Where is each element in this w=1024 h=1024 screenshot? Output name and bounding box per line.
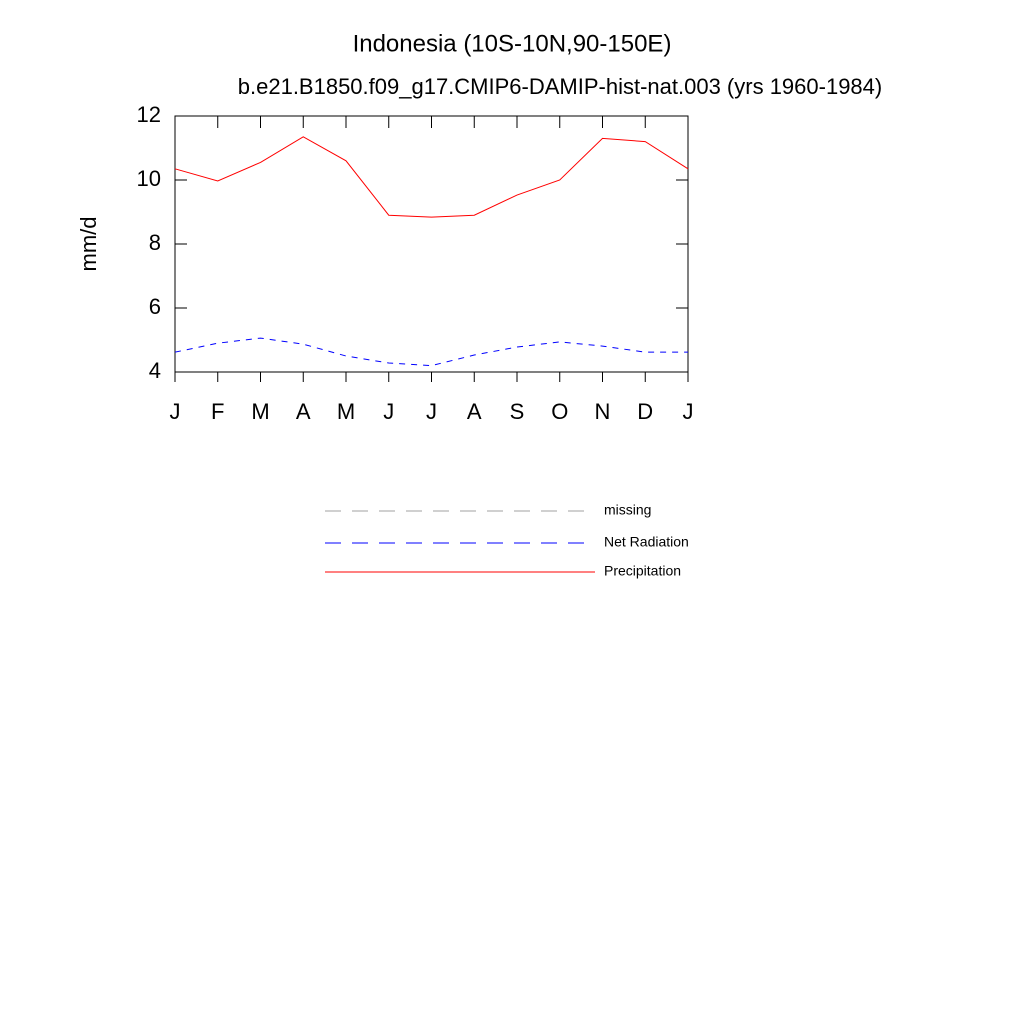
plot-frame	[174, 115, 689, 373]
x-tick-label: A	[296, 399, 311, 424]
x-tick-label: F	[211, 399, 224, 424]
x-tick-label: O	[551, 399, 568, 424]
chart-subtitle: b.e21.B1850.f09_g17.CMIP6-DAMIP-hist-nat…	[238, 74, 882, 99]
y-axis-label: mm/d	[76, 217, 101, 272]
y-tick-label: 4	[149, 358, 161, 383]
y-tick-label: 6	[149, 294, 161, 319]
y-tick-label: 12	[137, 102, 161, 127]
x-tick-label: J	[683, 399, 694, 424]
legend-label: Net Radiation	[604, 534, 689, 550]
legend-label: Precipitation	[604, 563, 681, 579]
x-tick-label: J	[170, 399, 181, 424]
x-tick-label: M	[251, 399, 269, 424]
series-line	[174, 136, 689, 218]
x-tick-label: J	[426, 399, 437, 424]
y-tick-label: 8	[149, 230, 161, 255]
y-tick-label: 10	[137, 166, 161, 191]
x-tick-label: D	[637, 399, 653, 424]
legend-label: missing	[604, 502, 651, 518]
series-line	[174, 337, 688, 367]
x-tick-label: M	[337, 399, 355, 424]
x-tick-label: A	[467, 399, 482, 424]
x-tick-label: N	[595, 399, 611, 424]
x-tick-label: S	[510, 399, 525, 424]
x-tick-label: J	[383, 399, 394, 424]
chart-title: Indonesia (10S-10N,90-150E)	[353, 30, 672, 57]
